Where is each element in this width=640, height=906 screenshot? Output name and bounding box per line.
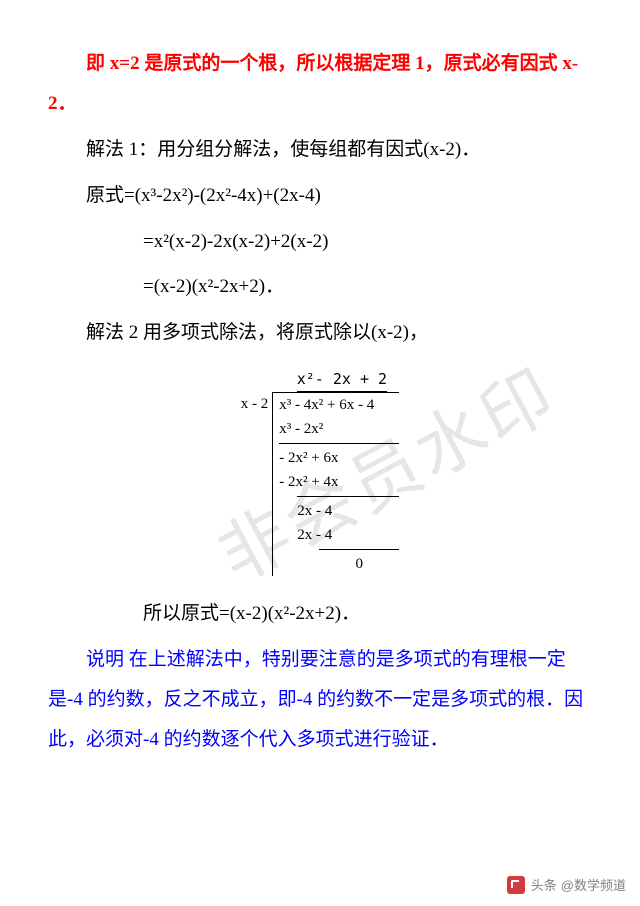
footer-handle: @数学频道	[561, 875, 626, 894]
method1-title: 解法 1：用分组分解法，使每组都有因式(x-2)．	[48, 130, 592, 170]
document-body: 即 x=2 是原式的一个根，所以根据定理 1，原式必有因式 x-2． 解法 1：…	[0, 0, 640, 786]
longdiv-step-4: 2x - 4	[279, 523, 399, 547]
equation-line-1a: 原式=(x³-2x²)-(2x²-4x)+(2x-4)	[48, 176, 592, 216]
longdiv-divisor: x - 2	[241, 392, 273, 576]
longdiv-step-1: - 2x² + 6x	[279, 443, 399, 470]
equation-line-1b: =x²(x-2)-2x(x-2)+2(x-2)	[48, 222, 592, 262]
conclusion-root: 即 x=2 是原式的一个根，所以根据定理 1，原式必有因式 x-2．	[48, 44, 592, 124]
long-division: x²- 2x + 2 x - 2 x³ - 4x² + 6x - 4 x³ - …	[48, 367, 592, 576]
footer-source: 头条	[531, 875, 557, 894]
longdiv-dividend: x³ - 4x² + 6x - 4	[279, 393, 399, 417]
equation-line-1c: =(x-2)(x²-2x+2)．	[48, 267, 592, 307]
toutiao-logo-icon	[507, 876, 525, 894]
explanation-note: 说明 在上述解法中，特别要注意的是多项式的有理根一定是-4 的约数，反之不成立，…	[48, 640, 592, 760]
longdiv-quotient: x²- 2x + 2	[297, 367, 387, 392]
longdiv-step-2: - 2x² + 4x	[279, 470, 399, 494]
result-line: 所以原式=(x-2)(x²-2x+2)．	[48, 594, 592, 634]
method2-title: 解法 2 用多项式除法，将原式除以(x-2)，	[48, 313, 592, 353]
longdiv-step-3: 2x - 4	[297, 496, 399, 523]
longdiv-step-5: 0	[319, 549, 399, 576]
longdiv-step-0: x³ - 2x²	[279, 417, 399, 441]
footer-attribution: 头条 @数学频道	[507, 875, 626, 894]
